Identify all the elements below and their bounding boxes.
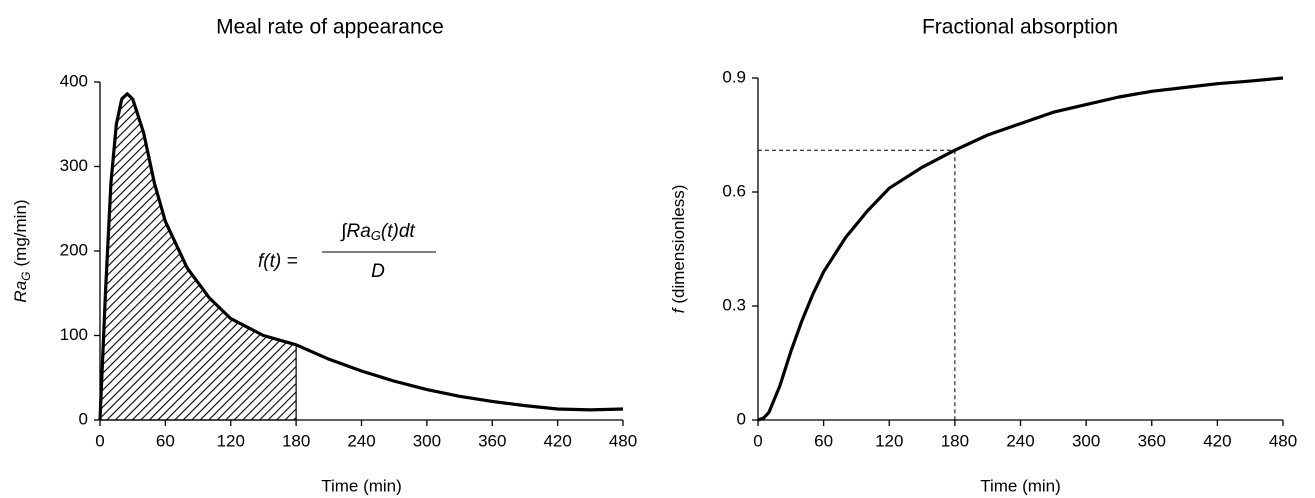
- y-tick-label: 0: [737, 409, 746, 428]
- x-tick-label: 60: [814, 431, 833, 450]
- equation-numerator-part: (t)dt: [381, 221, 416, 242]
- x-tick-label: 180: [941, 431, 969, 450]
- y-axis-label-part: (dimensionless): [669, 185, 688, 304]
- y-tick-label: 0.6: [722, 181, 746, 200]
- equation-numerator-part: ∫Ra: [340, 221, 371, 242]
- y-axis-label: RaG (mg/min): [11, 199, 33, 302]
- y-tick-label: 400: [60, 71, 88, 90]
- y-axis-label: f (dimensionless): [669, 185, 688, 314]
- data-line: [98, 92, 624, 421]
- x-tick-label: 300: [413, 431, 441, 450]
- chart-title: Fractional absorption: [922, 16, 1118, 39]
- x-tick-label: 360: [478, 431, 506, 450]
- x-tick-label: 240: [1006, 431, 1034, 450]
- x-tick-label: 240: [347, 431, 375, 450]
- x-axis-label: Time (min): [321, 476, 402, 495]
- x-tick-label: 300: [1072, 431, 1100, 450]
- equation-denominator: D: [371, 261, 385, 282]
- x-tick-label: 120: [875, 431, 903, 450]
- x-tick-label: 120: [217, 431, 245, 450]
- y-axis-label-part: Ra: [11, 281, 30, 303]
- x-tick-label: 480: [609, 431, 637, 450]
- equation-lhs: f(t) =: [258, 251, 298, 272]
- y-tick-label: 0.3: [722, 295, 746, 314]
- y-axis-label-part: G: [19, 271, 33, 280]
- y-axis-label-part: f: [669, 306, 688, 313]
- x-tick-label: 0: [753, 431, 762, 450]
- equation-numerator-part: G: [371, 228, 381, 243]
- x-tick-label: 0: [95, 431, 104, 450]
- x-tick-label: 420: [1203, 431, 1231, 450]
- x-tick-label: 420: [543, 431, 571, 450]
- y-tick-label: 200: [60, 240, 88, 259]
- y-tick-label: 0: [79, 409, 88, 428]
- x-tick-label: 360: [1138, 431, 1166, 450]
- chart-title: Meal rate of appearance: [216, 16, 444, 39]
- data-line: [757, 76, 1284, 422]
- y-tick-label: 0.9: [722, 67, 746, 86]
- y-axis-label-part: (mg/min): [11, 199, 30, 266]
- equation-numerator: ∫RaG(t)dt: [340, 221, 415, 243]
- x-tick-label: 480: [1269, 431, 1297, 450]
- y-tick-label: 100: [60, 325, 88, 344]
- x-axis-label: Time (min): [980, 476, 1061, 495]
- x-tick-label: 180: [282, 431, 310, 450]
- y-tick-label: 300: [60, 156, 88, 175]
- x-tick-label: 60: [156, 431, 175, 450]
